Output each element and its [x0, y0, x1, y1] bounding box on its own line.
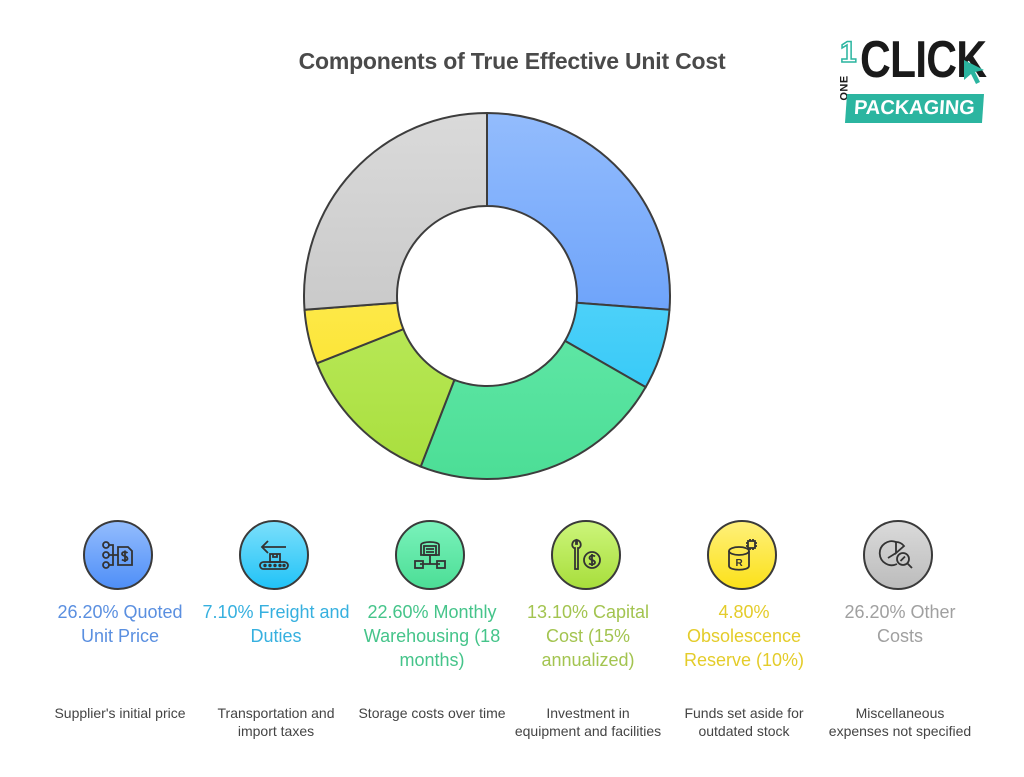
conveyor-arrow-icon: [259, 540, 289, 570]
database-reserve-icon: R: [728, 539, 757, 571]
wrench-dollar-icon: [571, 538, 601, 570]
legend-description: Storage costs over time: [358, 705, 506, 721]
price-flow-icon: [102, 541, 133, 569]
logo-one-mark: 1 ONE: [838, 36, 858, 101]
warehouse-icon: [414, 541, 446, 569]
logo-one-number: 1: [839, 36, 857, 69]
legend-description: Transportation and import taxes: [217, 705, 335, 739]
legend-circle: [83, 520, 153, 590]
legend-circle: [395, 520, 465, 590]
legend-label: 26.20% Other Costs: [844, 602, 956, 646]
logo-click-text: CLICK: [860, 31, 987, 89]
legend-description: Funds set aside for outdated stock: [684, 705, 804, 739]
legend-label: 7.10% Freight and Duties: [202, 602, 350, 646]
legend-label: 26.20% Quoted Unit Price: [57, 602, 183, 646]
legend-description: Miscellaneous expenses not specified: [828, 705, 972, 739]
legend-description: Supplier's initial price: [54, 705, 186, 721]
brand-logo: 1 ONE CLICK PACKAGING: [838, 32, 994, 126]
legend-circle: [863, 520, 933, 590]
donut-slice-monthly-warehousing-18-months: [419, 339, 648, 480]
chart-title: Components of True Effective Unit Cost: [298, 48, 726, 74]
legend-description: Investment in equipment and facilities: [514, 705, 662, 739]
svg-text:R: R: [736, 558, 744, 569]
legend-circle: [551, 520, 621, 590]
legend-circle: [239, 520, 309, 590]
legend-label: 4.80% Obsolescence Reserve (10%): [683, 602, 805, 670]
legend-label: 13.10% Capital Cost (15% annualized): [526, 602, 650, 670]
chart-search-icon: [878, 540, 913, 569]
legend-items: 26.20% Quoted Unit Price Supplier's init…: [44, 520, 980, 770]
donut-chart: [303, 111, 671, 480]
legend-label: 22.60% Monthly Warehousing (18 months): [363, 602, 501, 670]
cursor-icon: [964, 60, 984, 84]
donut-slice-other-costs: [303, 111, 488, 311]
donut-slice-quoted-unit-price: [486, 111, 671, 311]
legend-circle: R: [707, 520, 777, 590]
